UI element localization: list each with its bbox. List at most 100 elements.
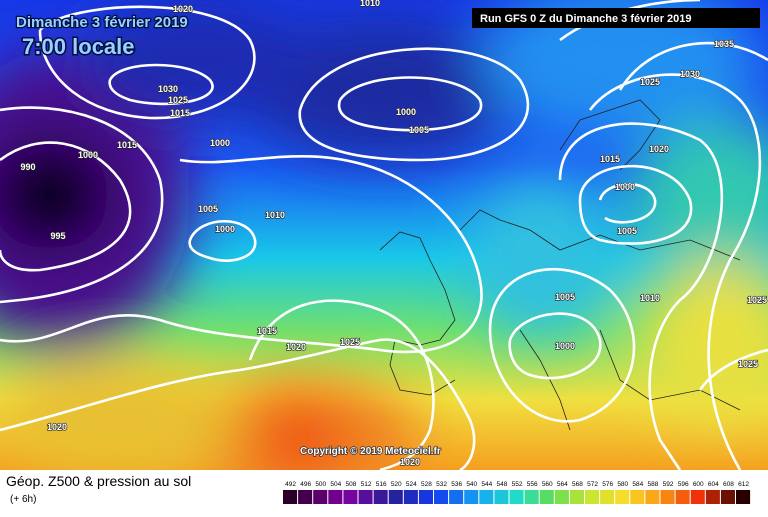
legend-swatch: [283, 490, 298, 504]
isobar-label: 1000: [555, 341, 575, 351]
isobar-label: 1000: [78, 150, 98, 160]
isobar-label: 1015: [117, 140, 137, 150]
isobar-label: 1000: [396, 107, 416, 117]
isobar-label: 1015: [170, 108, 190, 118]
legend-swatch: [615, 490, 630, 504]
legend-value: 588: [648, 481, 659, 488]
legend-swatch: [585, 490, 600, 504]
legend-value: 564: [557, 481, 568, 488]
legend-swatch: [645, 490, 660, 504]
isobar-label: 1015: [600, 154, 620, 164]
run-label: Run GFS 0 Z du Dimanche 3 février 2019: [480, 13, 692, 25]
isobar-label: 1025: [747, 295, 767, 305]
legend-swatch: [298, 490, 313, 504]
legend-swatch: [328, 490, 343, 504]
isobar-label: 1020: [400, 457, 420, 467]
legend-value: 584: [632, 481, 643, 488]
legend-value: 604: [708, 481, 719, 488]
legend-swatch: [418, 490, 433, 504]
legend-value: 532: [436, 481, 447, 488]
legend-swatch: [464, 490, 479, 504]
legend-swatch: [524, 490, 539, 504]
legend-swatch: [434, 490, 449, 504]
legend-swatch: [600, 490, 615, 504]
legend-value: 612: [738, 481, 749, 488]
legend-value: 544: [481, 481, 492, 488]
legend-swatch: [373, 490, 388, 504]
legend-swatch: [736, 490, 751, 504]
isobar-label: 1025: [640, 77, 660, 87]
isobar-label: 1015: [257, 326, 277, 336]
legend-value: 528: [421, 481, 432, 488]
isobar-label: 990: [20, 162, 35, 172]
copyright: Copyright © 2019 Meteociel.fr: [300, 446, 441, 457]
isobar-label: 1025: [738, 359, 758, 369]
legend-value: 492: [285, 481, 296, 488]
legend-value: 512: [361, 481, 372, 488]
isobars: [0, 0, 768, 470]
legend-swatch: [554, 490, 569, 504]
legend-swatch: [388, 490, 403, 504]
isobar-labels: 1020101010301025101510151000990995100010…: [20, 0, 768, 468]
legend-swatch: [343, 490, 358, 504]
legend-value: 592: [663, 481, 674, 488]
isobar-label: 1020: [649, 144, 669, 154]
isobar-label: 1030: [158, 84, 178, 94]
legend-swatch: [449, 490, 464, 504]
legend-value: 608: [723, 481, 734, 488]
legend-swatch: [705, 490, 720, 504]
isobar-label: 1005: [555, 292, 575, 302]
isobar-label: 1005: [198, 204, 218, 214]
isobar-label: 1025: [340, 337, 360, 347]
legend-value: 552: [512, 481, 523, 488]
isobar-label: 1035: [714, 39, 734, 49]
legend-value: 580: [617, 481, 628, 488]
legend-value: 504: [330, 481, 341, 488]
legend-value: 540: [466, 481, 477, 488]
isobar-label: 1025: [168, 95, 188, 105]
isobar-label: 1000: [615, 182, 635, 192]
legend-swatch: [539, 490, 554, 504]
legend-value: 520: [391, 481, 402, 488]
isobar-label: 1000: [215, 224, 235, 234]
legend-value: 496: [300, 481, 311, 488]
isobar-label: 1010: [360, 0, 380, 8]
isobar-label: 1020: [173, 4, 193, 14]
legend-swatch: [660, 490, 675, 504]
legend-swatch: [313, 490, 328, 504]
legend-swatch: [403, 490, 418, 504]
legend-swatch: [358, 490, 373, 504]
legend-swatch: [720, 490, 735, 504]
legend-swatch: [675, 490, 690, 504]
date-label: Dimanche 3 février 2019: [16, 14, 188, 31]
footer-subtitle: (+ 6h): [10, 494, 36, 505]
isobar-label: 1030: [680, 69, 700, 79]
legend-value: 508: [346, 481, 357, 488]
legend-value: 576: [602, 481, 613, 488]
legend-swatch: [630, 490, 645, 504]
legend-value: 548: [497, 481, 508, 488]
isobar-label: 1000: [210, 138, 230, 148]
legend-value: 572: [587, 481, 598, 488]
legend-swatch: [479, 490, 494, 504]
legend-value: 596: [678, 481, 689, 488]
header: Dimanche 3 février 2019 7:00 locale Run …: [15, 8, 760, 61]
legend-value: 516: [376, 481, 387, 488]
run-box: [472, 8, 760, 28]
isobar-label: 1010: [265, 210, 285, 220]
legend-value: 568: [572, 481, 583, 488]
legend-swatch: [494, 490, 509, 504]
legend-value: 524: [406, 481, 417, 488]
legend-swatch: [569, 490, 584, 504]
legend-swatch: [690, 490, 705, 504]
legend-value: 560: [542, 481, 553, 488]
isobar-label: 995: [50, 231, 65, 241]
legend-value: 536: [451, 481, 462, 488]
time-label: 7:00 locale: [22, 34, 135, 59]
isobar-label: 1020: [286, 342, 306, 352]
isobar-label: 1010: [640, 293, 660, 303]
legend-value: 600: [693, 481, 704, 488]
legend: 492 496 500 504 508 512 516 520 524 528 532 536 540 5…: [283, 481, 751, 504]
isobar-label: 1020: [47, 422, 67, 432]
